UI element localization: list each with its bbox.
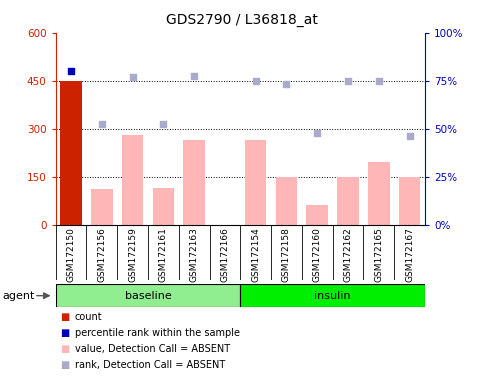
Text: percentile rank within the sample: percentile rank within the sample — [75, 328, 240, 338]
Point — [190, 73, 198, 79]
Point — [313, 131, 321, 137]
Text: GSM172160: GSM172160 — [313, 227, 322, 282]
Bar — [60, 81, 82, 225]
Text: GSM172156: GSM172156 — [97, 227, 106, 282]
Bar — [241, 284, 425, 307]
Text: GSM172163: GSM172163 — [190, 227, 199, 282]
Bar — [91, 189, 113, 225]
Point — [252, 78, 259, 84]
Text: GSM172165: GSM172165 — [374, 227, 384, 282]
Bar — [184, 140, 205, 225]
Text: ■: ■ — [60, 328, 70, 338]
Text: GSM172154: GSM172154 — [251, 227, 260, 282]
Point — [375, 78, 383, 84]
Bar — [153, 188, 174, 225]
Point — [344, 78, 352, 84]
Point — [283, 81, 290, 87]
Bar — [276, 177, 297, 225]
Text: rank, Detection Call = ABSENT: rank, Detection Call = ABSENT — [75, 360, 225, 370]
Text: agent: agent — [2, 291, 35, 301]
Bar — [368, 162, 390, 225]
Point — [98, 121, 106, 127]
Text: GSM172166: GSM172166 — [220, 227, 229, 282]
Point — [159, 121, 167, 127]
Text: GSM172150: GSM172150 — [67, 227, 75, 282]
Bar — [307, 205, 328, 225]
Point — [128, 74, 136, 81]
Text: GSM172167: GSM172167 — [405, 227, 414, 282]
Text: baseline: baseline — [125, 291, 171, 301]
Text: GSM172158: GSM172158 — [282, 227, 291, 282]
Bar — [399, 177, 420, 225]
Text: ■: ■ — [60, 344, 70, 354]
Text: GSM172162: GSM172162 — [343, 227, 353, 282]
Point — [406, 132, 413, 139]
Text: value, Detection Call = ABSENT: value, Detection Call = ABSENT — [75, 344, 230, 354]
Text: GSM172159: GSM172159 — [128, 227, 137, 282]
Point — [67, 68, 75, 74]
Bar — [122, 135, 143, 225]
Text: GDS2790 / L36818_at: GDS2790 / L36818_at — [166, 13, 317, 27]
Text: GSM172161: GSM172161 — [159, 227, 168, 282]
Text: ■: ■ — [60, 312, 70, 322]
Bar — [337, 177, 359, 225]
Text: count: count — [75, 312, 102, 322]
Bar — [245, 140, 267, 225]
Text: insulin: insulin — [314, 291, 351, 301]
Text: ■: ■ — [60, 360, 70, 370]
Bar — [56, 284, 241, 307]
